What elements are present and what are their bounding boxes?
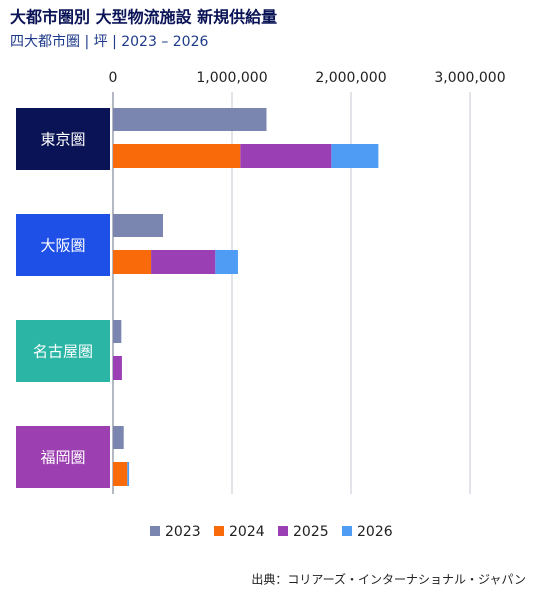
bar: [113, 214, 163, 237]
chart-title: 大都市圏別 大型物流施設 新規供給量: [10, 8, 277, 27]
bar: [240, 144, 332, 168]
legend-swatch: [278, 526, 288, 536]
category-box: [16, 320, 110, 382]
bar: [215, 250, 238, 274]
bar: [113, 320, 122, 343]
legend-swatch: [342, 526, 352, 536]
bar: [113, 250, 152, 274]
legend-label: 2026: [357, 524, 393, 540]
category-label: 東京圏: [40, 131, 85, 149]
bar: [113, 462, 128, 486]
legend-label: 2023: [165, 524, 201, 540]
x-tick-label: 3,000,000: [434, 70, 505, 86]
bar: [127, 462, 130, 486]
bar: [113, 426, 124, 449]
category-box: [16, 214, 110, 276]
legend-label: 2024: [229, 524, 265, 540]
category-box: [16, 426, 110, 488]
category-label: 大阪圏: [40, 237, 85, 255]
x-tick-label: 1,000,000: [196, 70, 267, 86]
x-tick-label: 0: [109, 70, 118, 86]
x-tick-label: 2,000,000: [315, 70, 386, 86]
legend-label: 2025: [293, 524, 329, 540]
chart-subtitle: 四大都市圏 | 坪 | 2023 – 2026: [10, 33, 208, 50]
bar: [113, 356, 122, 380]
bar: [113, 144, 241, 168]
source-note: 出典：コリアーズ・インターナショナル・ジャパン: [251, 572, 526, 587]
bar: [113, 108, 267, 131]
category-label: 福岡圏: [40, 449, 85, 467]
legend-swatch: [214, 526, 224, 536]
category-label: 名古屋圏: [33, 343, 93, 361]
bar: [331, 144, 379, 168]
bar: [151, 250, 216, 274]
legend-swatch: [150, 526, 160, 536]
category-box: [16, 108, 110, 170]
